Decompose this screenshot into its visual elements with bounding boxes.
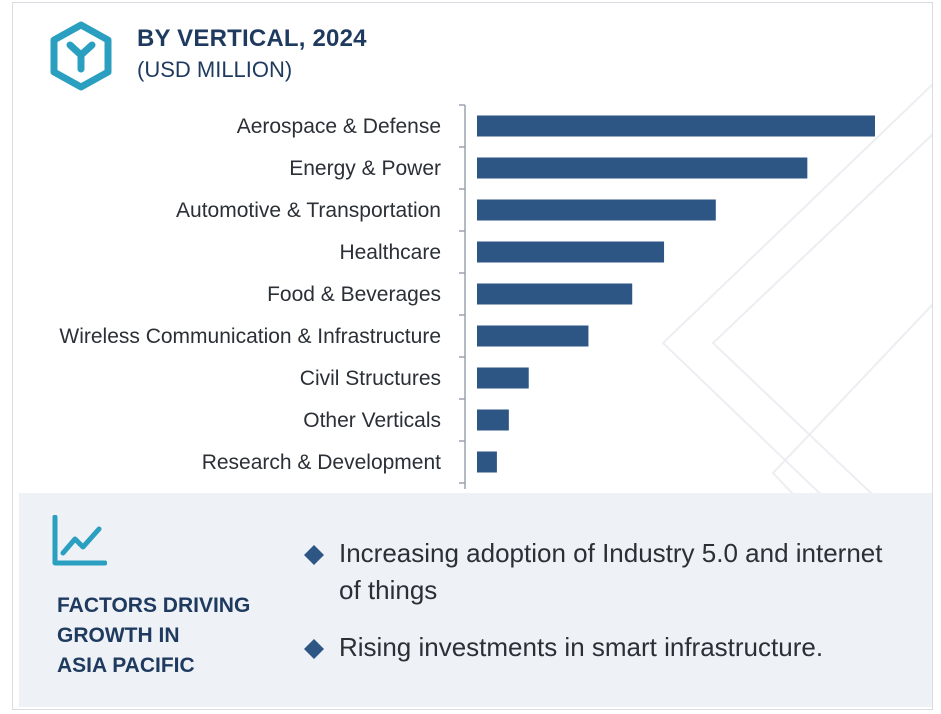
category-label: Energy & Power bbox=[289, 157, 441, 180]
category-label: Civil Structures bbox=[300, 367, 441, 390]
bar bbox=[477, 115, 875, 137]
factors-title-line: ASIA PACIFIC bbox=[57, 654, 195, 677]
list-item: Increasing adoption of Industry 5.0 and … bbox=[303, 535, 903, 609]
diamond-bullet-icon bbox=[304, 639, 324, 659]
factor-text: Increasing adoption of Industry 5.0 and … bbox=[339, 538, 883, 605]
bar bbox=[477, 157, 808, 179]
growth-chart-icon bbox=[52, 515, 107, 566]
bar bbox=[477, 199, 716, 221]
factors-list: Increasing adoption of Industry 5.0 and … bbox=[303, 535, 903, 686]
category-label: Research & Development bbox=[202, 451, 441, 474]
diamond-bullet-icon bbox=[304, 545, 324, 565]
infographic-card: BY VERTICAL, 2024 (USD MILLION) Aerospac… bbox=[12, 2, 933, 710]
chart-title: BY VERTICAL, 2024 bbox=[137, 25, 367, 52]
factors-title-line: FACTORS DRIVING bbox=[57, 594, 251, 617]
bar bbox=[477, 409, 509, 431]
factors-title-line: GROWTH IN bbox=[57, 624, 180, 647]
category-label: Wireless Communication & Infrastructure bbox=[59, 325, 441, 348]
category-label: Aerospace & Defense bbox=[237, 115, 441, 138]
category-label: Food & Beverages bbox=[267, 283, 441, 306]
category-label: Automotive & Transportation bbox=[176, 199, 441, 222]
list-item: Rising investments in smart infrastructu… bbox=[303, 629, 903, 666]
hexagon-y-logo-icon bbox=[50, 21, 112, 91]
bar-chart: Aerospace & Defense Energy & Power Automot… bbox=[59, 104, 875, 489]
factors-title: FACTORS DRIVING GROWTH IN ASIA PACIFIC bbox=[57, 591, 287, 681]
factor-text: Rising investments in smart infrastructu… bbox=[339, 632, 824, 662]
category-label: Other Verticals bbox=[303, 409, 441, 432]
bar bbox=[477, 451, 497, 473]
chart-subtitle: (USD MILLION) bbox=[137, 57, 293, 82]
bar bbox=[477, 283, 633, 305]
chart-header: BY VERTICAL, 2024 (USD MILLION) bbox=[49, 21, 367, 91]
category-label: Healthcare bbox=[339, 241, 441, 264]
bar bbox=[477, 325, 589, 347]
factors-panel: FACTORS DRIVING GROWTH IN ASIA PACIFIC I… bbox=[19, 493, 932, 707]
bar bbox=[477, 241, 665, 263]
bar bbox=[477, 367, 529, 389]
